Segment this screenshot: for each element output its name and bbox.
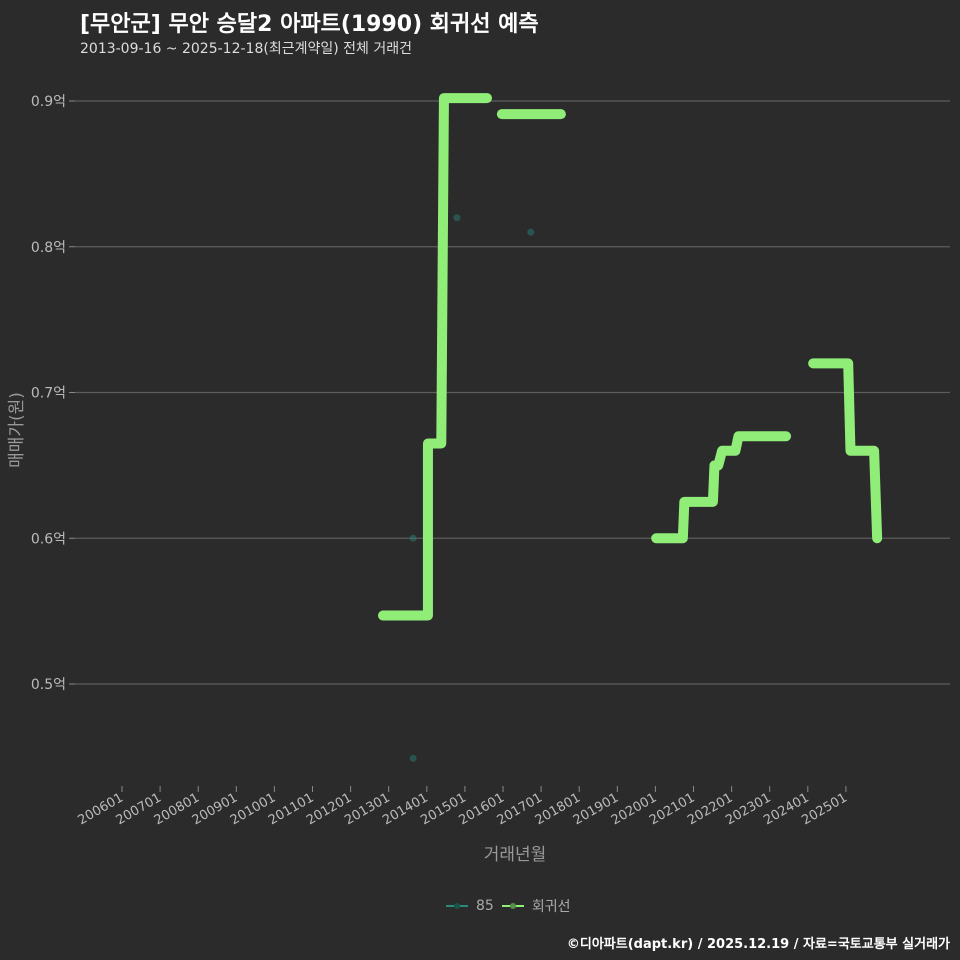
x-axis-label: 거래년월 bbox=[484, 845, 547, 865]
y-axis-label: 매매가(원) bbox=[7, 392, 27, 468]
legend-label-regression: 회귀선 bbox=[531, 899, 571, 915]
chart-subtitle: 2013-09-16 ~ 2025-12-18(최근계약일) 전체 거래건 bbox=[80, 41, 412, 57]
y-tick-label: 0.5억 bbox=[31, 677, 66, 693]
data-point-85 bbox=[409, 754, 417, 762]
y-tick-label: 0.7억 bbox=[31, 386, 66, 402]
regression-line-segment bbox=[377, 93, 492, 621]
regression-line-segment bbox=[808, 358, 883, 544]
data-point-85 bbox=[409, 534, 417, 542]
chart-title: [무안군] 무안 승달2 아파트(1990) 회귀선 예측 bbox=[80, 12, 539, 37]
data-point-85 bbox=[527, 228, 535, 236]
legend-label-85: 85 bbox=[476, 898, 494, 914]
legend-key-85 bbox=[446, 905, 468, 907]
data-point-85 bbox=[453, 214, 461, 222]
legend: 85 회귀선 bbox=[446, 896, 570, 916]
y-tick-label: 0.6억 bbox=[31, 531, 66, 547]
y-tick-label: 0.8억 bbox=[31, 240, 66, 256]
footer-credit: ©디아파트(dapt.kr) / 2025.12.19 / 자료=국토교통부 실… bbox=[566, 937, 950, 952]
y-tick-label: 0.9억 bbox=[31, 94, 66, 110]
legend-key-regression bbox=[501, 905, 524, 907]
regression-line-segment bbox=[651, 431, 792, 544]
